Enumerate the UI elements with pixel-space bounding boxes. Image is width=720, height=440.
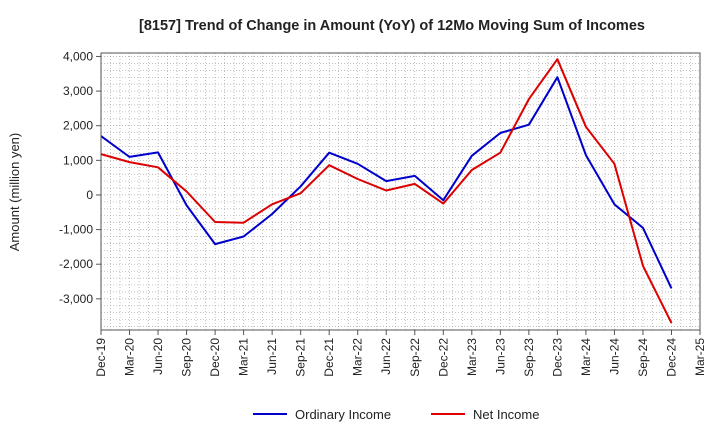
- y-tick-label: 3,000: [63, 84, 93, 98]
- x-tick-label: Jun-22: [379, 338, 393, 375]
- x-tick-label: Dec-22: [436, 338, 450, 377]
- x-tick-label: Dec-21: [322, 338, 336, 377]
- x-tick-label: Dec-23: [550, 338, 564, 377]
- x-tick-label: Jun-23: [493, 338, 507, 375]
- y-tick-label: -2,000: [59, 257, 93, 271]
- x-tick-label: Jun-24: [607, 338, 621, 375]
- x-tick-label: Sep-24: [636, 338, 650, 377]
- plot-border: [100, 52, 701, 331]
- series-layer: [100, 58, 673, 324]
- x-tick-label: Mar-20: [123, 338, 137, 376]
- x-tick-label: Mar-23: [465, 338, 479, 376]
- x-tick-label: Jun-20: [151, 338, 165, 375]
- chart-title: [8157] Trend of Change in Amount (YoY) o…: [139, 18, 645, 34]
- x-tick-label: Mar-22: [351, 338, 365, 376]
- y-tick-label: 4,000: [63, 49, 93, 63]
- y-tick-label: 0: [86, 188, 93, 202]
- legend-label: Ordinary Income: [295, 407, 391, 422]
- legend: Ordinary Income Net Income: [253, 407, 539, 422]
- y-tick-label: 2,000: [63, 119, 93, 133]
- x-tick-label: Mar-24: [579, 338, 593, 376]
- x-tick-label: Jun-21: [265, 338, 279, 375]
- x-tick-label: Sep-22: [408, 338, 422, 377]
- x-tick-label: Sep-23: [522, 338, 536, 377]
- plot-background: [101, 53, 700, 330]
- plot-area: [100, 52, 701, 331]
- series-line-net-income: [100, 58, 673, 324]
- x-tick-label: Sep-21: [294, 338, 308, 377]
- legend-label: Net Income: [473, 407, 539, 422]
- y-tick-label: -3,000: [59, 292, 93, 306]
- x-tick-label: Dec-24: [664, 338, 678, 377]
- series-line-ordinary-income: [100, 76, 673, 289]
- x-tick-label: Sep-20: [180, 338, 194, 377]
- y-axis-label: Amount (million yen): [7, 133, 22, 252]
- x-tick-label: Mar-25: [693, 338, 707, 376]
- x-tick-label: Dec-20: [208, 338, 222, 377]
- x-tick-label: Mar-21: [237, 338, 251, 376]
- x-tick-label: Dec-19: [94, 338, 108, 377]
- y-axis: 4,000 3,000 2,000 1,000 0 -1,000 -2,000 -3,000: [59, 49, 101, 306]
- y-tick-label: -1,000: [59, 223, 93, 237]
- y-tick-label: 1,000: [63, 153, 93, 167]
- x-axis: Dec-19 Mar-20 Jun-20 Sep-20 Dec-20 Mar-21 Jun-…: [94, 330, 707, 377]
